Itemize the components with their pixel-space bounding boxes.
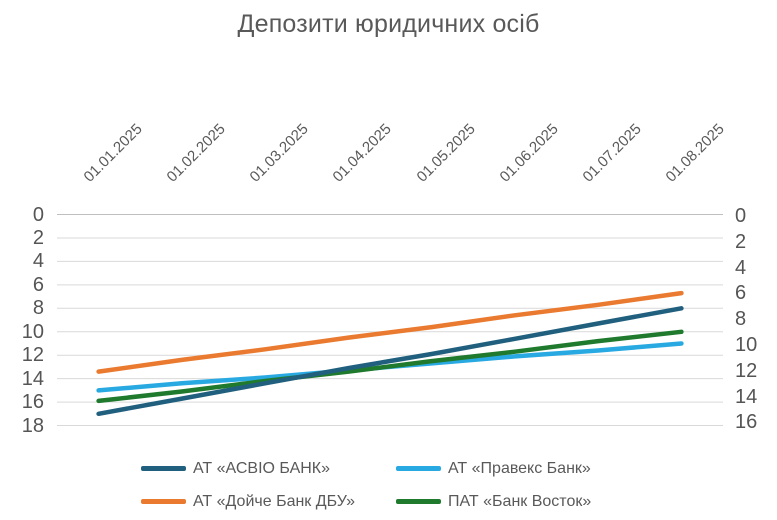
y-left-tick-label: 14 <box>21 367 44 390</box>
y-left-tick-label: 12 <box>21 344 44 367</box>
legend-label-deutsche: АТ «Дойче Банк ДБУ» <box>193 492 356 510</box>
legend-label-asvio: АТ «АСВІО БАНК» <box>193 459 331 477</box>
series-line-3 <box>96 329 684 404</box>
legend-item-pravex: АТ «Правекс Банк» <box>396 452 646 485</box>
y-left-tick-label: 2 <box>32 226 44 249</box>
y-right-tick-label: 12 <box>735 359 758 382</box>
legend: АТ «АСВІО БАНК» АТ «Правекс Банк» АТ «До… <box>141 452 646 518</box>
y-left-tick-label: 18 <box>21 414 44 437</box>
y-right-tick-label: 6 <box>735 282 747 305</box>
legend-item-asvio: АТ «АСВІО БАНК» <box>141 452 396 485</box>
y-left-tick-label: 6 <box>32 273 44 296</box>
legend-swatch-asvio <box>141 466 186 471</box>
legend-item-deutsche: АТ «Дойче Банк ДБУ» <box>141 485 396 518</box>
legend-item-vostok: ПАТ «Банк Восток» <box>396 485 646 518</box>
chart-title: Депозити юридичних осіб <box>237 10 540 38</box>
y-left-tick-label: 4 <box>32 250 44 273</box>
series-line-0 <box>96 306 684 417</box>
y-right-tick-label: 16 <box>735 411 758 434</box>
y-left-tick-label: 0 <box>32 203 44 226</box>
y-right-tick-label: 8 <box>735 308 747 331</box>
y-right-tick-label: 10 <box>735 334 758 356</box>
y-left-tick-label: 16 <box>21 391 44 414</box>
series-line-2 <box>96 290 684 374</box>
legend-swatch-deutsche <box>141 499 186 504</box>
y-left-tick-label: 10 <box>21 320 44 343</box>
legend-label-pravex: АТ «Правекс Банк» <box>448 459 591 477</box>
legend-swatch-vostok <box>396 499 441 504</box>
y-right-tick-label: 14 <box>735 385 758 408</box>
y-right-tick-label: 2 <box>735 230 747 253</box>
legend-label-vostok: ПАТ «Банк Восток» <box>448 492 592 510</box>
y-right-tick-label: 4 <box>735 256 747 279</box>
legend-swatch-pravex <box>396 466 441 471</box>
y-left-tick-label: 8 <box>32 297 44 320</box>
y-right-tick-label: 0 <box>735 205 747 227</box>
